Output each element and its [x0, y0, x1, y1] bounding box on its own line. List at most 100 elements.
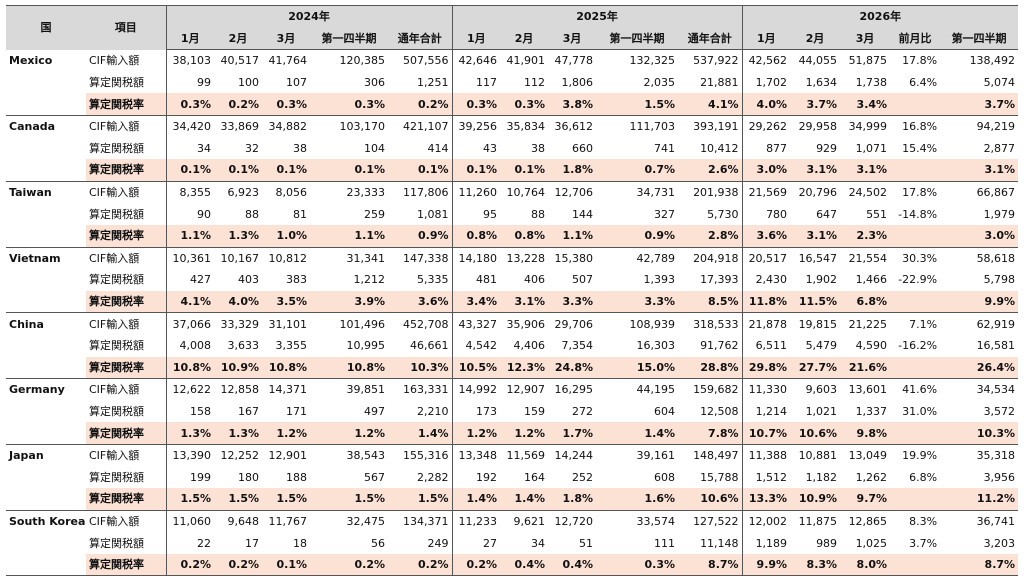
- country-cell: [6, 335, 86, 357]
- country-cell: [6, 488, 86, 511]
- value-cell: 10,361: [172, 251, 212, 265]
- value-cell: 6,923: [227, 186, 260, 200]
- value-cell: 28.8%: [678, 356, 743, 380]
- country-cell: [6, 269, 86, 291]
- value-cell: 0.9%: [388, 224, 453, 248]
- item-cell: 算定関税率: [86, 356, 167, 380]
- value-cell: 158: [190, 404, 211, 418]
- value-cell: 1.8%: [548, 159, 597, 182]
- value-cell: 11,875: [798, 514, 838, 528]
- value-cell: 15,788: [678, 466, 743, 489]
- table-row: China CIF輸入額 37,066 33,329 31,101 101,496 452,…: [6, 312, 1018, 335]
- table-row: 算定関税率 0.1% 0.1% 0.1% 0.1% 0.1% 0.1% 0.1% 1.8% 0.7…: [6, 159, 1019, 182]
- value-cell: 10.9%: [790, 488, 841, 511]
- value-cell: 1.4%: [500, 488, 549, 511]
- country-cell: [6, 553, 86, 576]
- value-cell: 1.5%: [310, 488, 388, 511]
- value-cell: 163,331: [388, 378, 453, 401]
- value-cell: 10.9%: [214, 356, 262, 380]
- value-cell: 21,878: [748, 317, 788, 331]
- value-cell: 199: [190, 470, 211, 484]
- value-cell: 4,590: [855, 339, 888, 353]
- value-cell: 42,646: [458, 54, 498, 68]
- item-cell: 算定関税額: [86, 466, 167, 489]
- value-cell: 29,958: [798, 120, 838, 134]
- value-cell: 10.7%: [742, 422, 791, 445]
- value-cell: 39,256: [458, 120, 498, 134]
- value-cell: 10,167: [220, 251, 260, 265]
- value-cell: 252: [572, 470, 594, 484]
- value-cell: 12,907: [506, 383, 546, 397]
- value-cell: 16.8%: [902, 120, 938, 134]
- value-cell: 117,806: [388, 181, 453, 204]
- item-cell: 算定関税額: [86, 137, 167, 160]
- item-cell: 算定関税額: [86, 203, 167, 225]
- value-cell: 11,767: [268, 514, 308, 528]
- value-cell: 551: [866, 207, 888, 221]
- value-cell: 12,706: [554, 186, 594, 200]
- value-cell: -16.2%: [898, 339, 938, 353]
- value-cell: 10,412: [678, 137, 743, 160]
- table-row: Canada CIF輸入額 34,420 33,869 34,882 103,170 421…: [6, 115, 1018, 138]
- value-cell: 13.3%: [742, 488, 791, 511]
- country-cell: China: [9, 317, 44, 331]
- value-cell: 1.8%: [548, 488, 597, 511]
- value-cell: 403: [238, 273, 259, 287]
- value-cell: 0.3%: [596, 553, 679, 576]
- value-cell: 112: [524, 76, 546, 90]
- value-cell: 4,406: [513, 339, 546, 353]
- value-cell: 1.5%: [166, 488, 214, 511]
- country-cell: [6, 290, 86, 314]
- header-country: 国: [6, 4, 86, 50]
- table-row: Germany CIF輸入額 12,622 12,858 14,371 39,851 163…: [6, 378, 1018, 401]
- value-cell: [890, 488, 941, 511]
- value-cell: 989: [816, 536, 838, 550]
- value-cell: 497: [364, 404, 385, 418]
- value-cell: 1.5%: [596, 93, 679, 116]
- value-cell: 5,730: [678, 203, 743, 225]
- value-cell: 7,354: [561, 339, 594, 353]
- value-cell: 148,497: [678, 444, 743, 467]
- header-col: 1月: [166, 27, 214, 51]
- value-cell: 9,603: [805, 383, 838, 397]
- value-cell: 3.0%: [742, 159, 791, 182]
- header-col: 3月: [548, 27, 597, 51]
- country-cell: Vietnam: [9, 251, 61, 265]
- value-cell: 8.7%: [940, 553, 1019, 576]
- value-cell: 23,333: [346, 186, 386, 200]
- value-cell: 1,466: [855, 273, 888, 287]
- value-cell: 33,329: [220, 317, 260, 331]
- value-cell: 8.7%: [678, 553, 743, 576]
- value-cell: 1.0%: [262, 224, 310, 248]
- item-cell: CIF輸入額: [86, 378, 167, 401]
- value-cell: 10.8%: [310, 356, 388, 380]
- value-cell: 127,522: [678, 510, 743, 533]
- value-cell: 1.3%: [166, 422, 214, 445]
- value-cell: 3.1%: [790, 224, 841, 248]
- value-cell: 11,233: [458, 514, 498, 528]
- value-cell: 159,682: [678, 378, 743, 401]
- value-cell: 3.0%: [940, 224, 1019, 248]
- value-cell: 1.2%: [452, 422, 501, 445]
- value-cell: 7.1%: [909, 317, 938, 331]
- value-cell: 138,492: [969, 54, 1016, 68]
- country-cell: Mexico: [9, 54, 53, 68]
- value-cell: 40,517: [220, 54, 260, 68]
- value-cell: 1,512: [755, 470, 788, 484]
- value-cell: 647: [816, 207, 838, 221]
- header-col: 2月: [214, 27, 262, 51]
- value-cell: 10.6%: [790, 422, 841, 445]
- header-col: 3月: [840, 27, 891, 51]
- value-cell: 414: [388, 137, 453, 160]
- table-row: Japan CIF輸入額 13,390 12,252 12,901 38,543 155,3…: [6, 444, 1018, 467]
- value-cell: 17,393: [678, 269, 743, 291]
- header-col: 第一四半期: [596, 27, 679, 51]
- value-cell: 0.1%: [452, 159, 501, 182]
- value-cell: 11.8%: [742, 290, 791, 314]
- value-cell: 9.9%: [940, 290, 1019, 314]
- value-cell: 0.2%: [214, 553, 262, 576]
- value-cell: 3.4%: [840, 93, 891, 116]
- value-cell: 37,066: [172, 317, 212, 331]
- item-cell: CIF輸入額: [86, 247, 167, 270]
